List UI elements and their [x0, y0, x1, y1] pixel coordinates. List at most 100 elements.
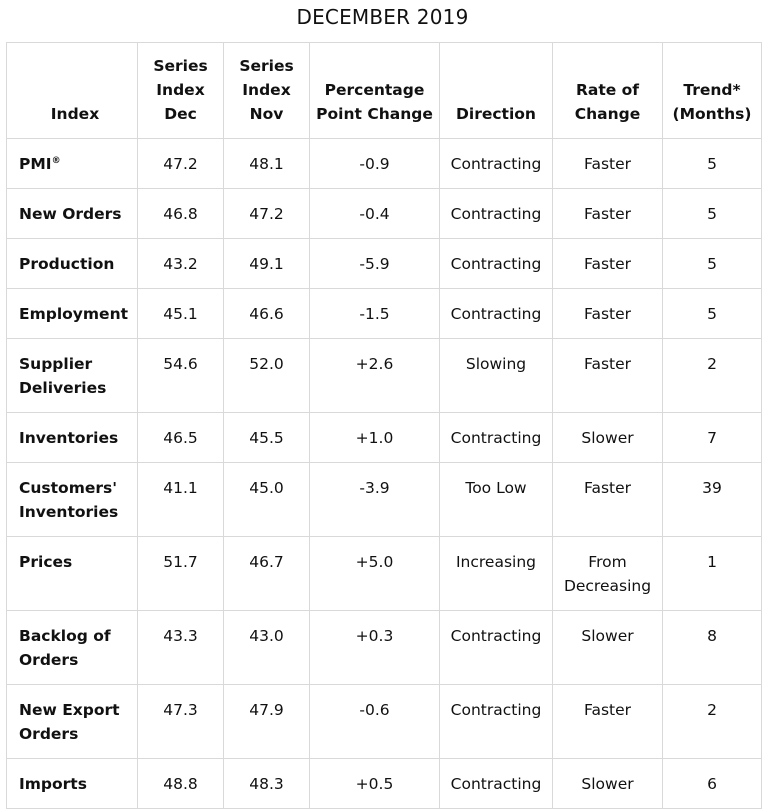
row-rate-cell: Faster — [552, 684, 663, 759]
row-nov-cell: 43.0 — [223, 610, 310, 685]
pmi-table: Index Series Index Dec Series Index Nov … — [6, 42, 762, 809]
row-nov-cell: 49.1 — [223, 238, 310, 289]
row-dec-cell: 43.2 — [137, 238, 224, 289]
row-nov-cell: 45.0 — [223, 462, 310, 537]
row-direction-cell: Contracting — [439, 288, 553, 339]
row-trend-cell: 8 — [662, 610, 762, 685]
header-index: Index — [6, 42, 138, 139]
row-change-cell: +0.3 — [309, 610, 440, 685]
row-change-cell: -0.4 — [309, 188, 440, 239]
row-change-cell: -5.9 — [309, 238, 440, 289]
row-trend-cell: 5 — [662, 138, 762, 189]
row-index-cell: Prices — [6, 536, 138, 611]
header-change: Percentage Point Change — [309, 42, 440, 139]
row-index-cell: PMI® — [6, 138, 138, 189]
row-change-cell: -3.9 — [309, 462, 440, 537]
header-trend: Trend* (Months) — [662, 42, 762, 139]
row-direction-cell: Contracting — [439, 412, 553, 463]
row-index-cell: Imports — [6, 758, 138, 809]
row-rate-cell: From Decreasing — [552, 536, 663, 611]
row-direction-cell: Contracting — [439, 758, 553, 809]
row-index-label: PMI — [19, 155, 52, 173]
row-trend-cell: 39 — [662, 462, 762, 537]
row-rate-cell: Slower — [552, 610, 663, 685]
row-direction-cell: Increasing — [439, 536, 553, 611]
row-nov-cell: 52.0 — [223, 338, 310, 413]
row-nov-cell: 46.7 — [223, 536, 310, 611]
row-dec-cell: 47.2 — [137, 138, 224, 189]
row-index-cell: New Export Orders — [6, 684, 138, 759]
row-nov-cell: 48.1 — [223, 138, 310, 189]
row-dec-cell: 51.7 — [137, 536, 224, 611]
header-rate: Rate of Change — [552, 42, 663, 139]
row-nov-cell: 46.6 — [223, 288, 310, 339]
table-row: New Export Orders 47.3 47.9 -0.6 Contrac… — [6, 684, 762, 759]
header-dec: Series Index Dec — [137, 42, 224, 139]
row-index-cell: Supplier Deliveries — [6, 338, 138, 413]
table-row: PMI® 47.2 48.1 -0.9 Contracting Faster 5 — [6, 138, 762, 189]
row-nov-cell: 47.9 — [223, 684, 310, 759]
table-row: Imports 48.8 48.3 +0.5 Contracting Slowe… — [6, 758, 762, 809]
row-trend-cell: 2 — [662, 338, 762, 413]
row-change-cell: +0.5 — [309, 758, 440, 809]
row-change-cell: -0.9 — [309, 138, 440, 189]
row-rate-cell: Slower — [552, 412, 663, 463]
row-trend-cell: 5 — [662, 238, 762, 289]
row-dec-cell: 46.8 — [137, 188, 224, 239]
table-header-row: Index Series Index Dec Series Index Nov … — [6, 42, 762, 139]
page-title: DECEMBER 2019 — [296, 5, 469, 29]
row-change-cell: +5.0 — [309, 536, 440, 611]
row-index-cell: Inventories — [6, 412, 138, 463]
row-rate-cell: Faster — [552, 338, 663, 413]
row-nov-cell: 48.3 — [223, 758, 310, 809]
row-dec-cell: 54.6 — [137, 338, 224, 413]
row-dec-cell: 48.8 — [137, 758, 224, 809]
row-index-cell: Backlog of Orders — [6, 610, 138, 685]
row-change-cell: +2.6 — [309, 338, 440, 413]
row-change-cell: +1.0 — [309, 412, 440, 463]
row-index-cell: Employment — [6, 288, 138, 339]
row-direction-cell: Contracting — [439, 238, 553, 289]
row-dec-cell: 47.3 — [137, 684, 224, 759]
row-rate-cell: Slower — [552, 758, 663, 809]
table-row: Inventories 46.5 45.5 +1.0 Contracting S… — [6, 412, 762, 463]
row-index-cell: Production — [6, 238, 138, 289]
row-trend-cell: 7 — [662, 412, 762, 463]
row-trend-cell: 6 — [662, 758, 762, 809]
row-rate-cell: Faster — [552, 462, 663, 537]
table-row: Supplier Deliveries 54.6 52.0 +2.6 Slowi… — [6, 338, 762, 413]
row-trend-cell: 5 — [662, 188, 762, 239]
row-trend-cell: 5 — [662, 288, 762, 339]
table-row: Employment 45.1 46.6 -1.5 Contracting Fa… — [6, 288, 762, 339]
row-dec-cell: 41.1 — [137, 462, 224, 537]
row-direction-cell: Contracting — [439, 188, 553, 239]
row-change-cell: -1.5 — [309, 288, 440, 339]
header-direction: Direction — [439, 42, 553, 139]
row-direction-cell: Contracting — [439, 138, 553, 189]
row-trend-cell: 1 — [662, 536, 762, 611]
row-rate-cell: Faster — [552, 188, 663, 239]
row-direction-cell: Contracting — [439, 684, 553, 759]
registered-mark: ® — [51, 156, 61, 166]
table-row: Customers' Inventories 41.1 45.0 -3.9 To… — [6, 462, 762, 537]
row-dec-cell: 43.3 — [137, 610, 224, 685]
row-trend-cell: 2 — [662, 684, 762, 759]
row-rate-cell: Faster — [552, 288, 663, 339]
row-rate-cell: Faster — [552, 138, 663, 189]
row-index-cell: New Orders — [6, 188, 138, 239]
table-row: Prices 51.7 46.7 +5.0 Increasing From De… — [6, 536, 762, 611]
table-row: New Orders 46.8 47.2 -0.4 Contracting Fa… — [6, 188, 762, 239]
row-nov-cell: 47.2 — [223, 188, 310, 239]
row-rate-cell: Faster — [552, 238, 663, 289]
row-nov-cell: 45.5 — [223, 412, 310, 463]
row-direction-cell: Slowing — [439, 338, 553, 413]
row-dec-cell: 46.5 — [137, 412, 224, 463]
row-change-cell: -0.6 — [309, 684, 440, 759]
row-direction-cell: Too Low — [439, 462, 553, 537]
header-nov: Series Index Nov — [223, 42, 310, 139]
table-row: Production 43.2 49.1 -5.9 Contracting Fa… — [6, 238, 762, 289]
row-direction-cell: Contracting — [439, 610, 553, 685]
table-row: Backlog of Orders 43.3 43.0 +0.3 Contrac… — [6, 610, 762, 685]
row-dec-cell: 45.1 — [137, 288, 224, 339]
row-index-cell: Customers' Inventories — [6, 462, 138, 537]
